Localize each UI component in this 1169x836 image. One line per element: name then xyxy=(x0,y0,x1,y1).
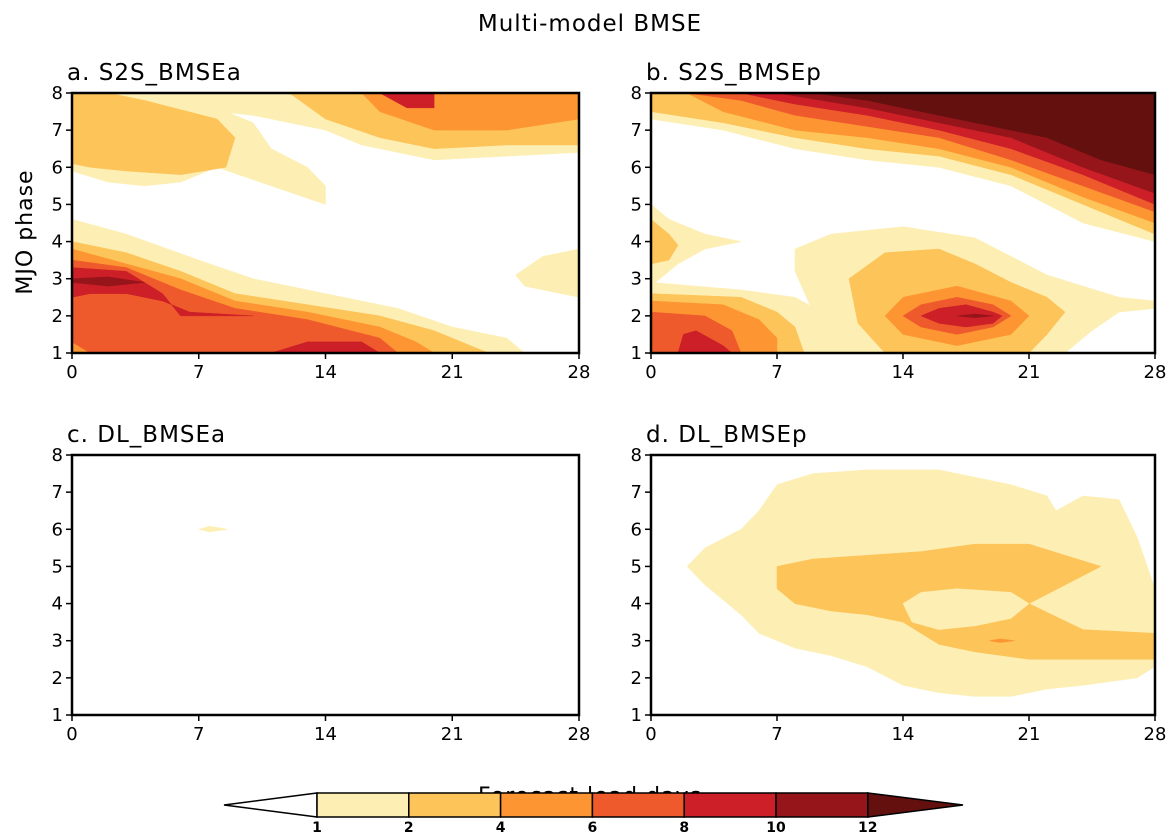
colorbar-label: 4 xyxy=(496,820,506,836)
x-tick-label: 0 xyxy=(645,362,656,383)
x-tick-label: 14 xyxy=(314,362,337,383)
contour-region-level-7 xyxy=(812,93,1155,175)
contour-region-level-4 xyxy=(72,259,399,353)
y-tick-label: 7 xyxy=(631,482,642,503)
colorbar-label: 2 xyxy=(404,820,414,836)
x-tick-label: 0 xyxy=(66,724,77,745)
y-tick-label: 6 xyxy=(631,157,642,178)
x-tick-label: 14 xyxy=(892,724,915,745)
colorbar: 1 2 4 6 8 10 12 xyxy=(223,792,964,836)
x-tick-label: 21 xyxy=(1018,362,1041,383)
colorbar-segment xyxy=(683,792,777,818)
panel-title: d. DL_BMSEp xyxy=(646,422,808,448)
y-tick-label: 7 xyxy=(52,482,63,503)
x-tick-label: 7 xyxy=(771,362,782,383)
panel-2: 1 2 3 4 5 6 7 8 0 7 14 21 28 b. S2S_BMSEp xyxy=(631,60,1167,383)
y-tick-label: 1 xyxy=(52,343,63,364)
contour-region-level-2 xyxy=(651,218,679,265)
x-tick-label: 21 xyxy=(1018,724,1041,745)
contour-region-level-1 xyxy=(197,526,228,533)
contour-region-level-1 xyxy=(651,204,742,287)
x-tick-label: 7 xyxy=(771,724,782,745)
contour-region-level-5 xyxy=(271,341,381,353)
contour-region-level-6 xyxy=(956,313,994,318)
y-tick-label: 4 xyxy=(52,232,63,253)
y-tick-label: 2 xyxy=(631,668,642,689)
contour-region-level-2 xyxy=(72,93,236,175)
colorbar-high-extension xyxy=(867,792,964,818)
x-tick-label: 21 xyxy=(441,724,464,745)
y-tick-label: 5 xyxy=(52,194,63,215)
y-tick-label: 6 xyxy=(52,157,63,178)
x-tick-label: 28 xyxy=(568,362,591,383)
y-tick-label: 3 xyxy=(631,631,642,652)
y-tick-label: 8 xyxy=(631,83,642,104)
y-tick-label: 5 xyxy=(52,556,63,577)
x-tick-label: 28 xyxy=(1144,724,1167,745)
contour-region-level-5 xyxy=(379,93,435,109)
y-tick-label: 8 xyxy=(52,83,63,104)
x-tick-label: 14 xyxy=(892,362,915,383)
y-tick-label: 6 xyxy=(631,519,642,540)
colorbar-low-extension xyxy=(223,792,318,818)
y-tick-label: 8 xyxy=(52,445,63,466)
figure-title: Multi-model BMSE xyxy=(478,11,702,37)
x-tick-label: 0 xyxy=(645,724,656,745)
x-tick-label: 28 xyxy=(1144,362,1167,383)
y-tick-label: 3 xyxy=(52,269,63,290)
contour-region-level-1 xyxy=(515,248,579,298)
colorbar-segment xyxy=(316,792,410,818)
colorbar-segment xyxy=(408,792,502,818)
colorbar-label: 12 xyxy=(858,820,877,836)
contour-region-level-1 xyxy=(902,588,1030,630)
x-tick-label: 14 xyxy=(314,724,337,745)
contour-region-level-3 xyxy=(989,638,1015,643)
x-tick-label: 7 xyxy=(193,362,204,383)
y-tick-label: 4 xyxy=(631,232,642,253)
colorbar-segment xyxy=(499,792,594,818)
y-tick-label: 3 xyxy=(52,631,63,652)
panel-title: a. S2S_BMSEa xyxy=(67,60,242,86)
colorbar-segment xyxy=(775,792,869,818)
y-tick-label: 2 xyxy=(52,306,63,327)
contour-region-level-5 xyxy=(677,330,733,353)
x-tick-label: 0 xyxy=(66,362,77,383)
y-tick-label: 1 xyxy=(631,705,642,726)
y-tick-label: 5 xyxy=(631,194,642,215)
panel-4: 1 2 3 4 5 6 7 8 0 7 14 21 28 d. DL_BMSEp xyxy=(631,422,1167,745)
colorbar-label: 8 xyxy=(679,820,689,836)
y-axis-label: MJO phase xyxy=(13,169,38,294)
y-tick-label: 8 xyxy=(631,445,642,466)
panel-title: b. S2S_BMSEp xyxy=(646,60,822,86)
y-tick-label: 1 xyxy=(52,705,63,726)
y-tick-label: 3 xyxy=(631,269,642,290)
panel-3: 1 2 3 4 5 6 7 8 0 7 14 21 28 c. DL_BMSEa xyxy=(52,422,591,745)
colorbar-segment xyxy=(591,792,685,818)
y-tick-label: 2 xyxy=(631,306,642,327)
y-tick-label: 1 xyxy=(631,343,642,364)
y-tick-label: 5 xyxy=(631,556,642,577)
contour-region-level-6 xyxy=(72,276,145,287)
panel-title: c. DL_BMSEa xyxy=(67,422,226,448)
x-tick-label: 21 xyxy=(441,362,464,383)
colorbar-label: 1 xyxy=(312,820,322,836)
y-tick-label: 4 xyxy=(631,594,642,615)
y-tick-label: 6 xyxy=(52,519,63,540)
colorbar-label: 6 xyxy=(588,820,598,836)
panel-1: 1 2 3 4 5 6 7 8 0 7 14 21 28 a. S2S_BMSEa xyxy=(52,60,591,383)
x-tick-label: 7 xyxy=(193,724,204,745)
colorbar-label: 10 xyxy=(766,820,786,836)
x-tick-label: 28 xyxy=(568,724,591,745)
panel-background xyxy=(72,455,579,715)
y-tick-label: 4 xyxy=(52,594,63,615)
y-tick-label: 2 xyxy=(52,668,63,689)
y-tick-label: 7 xyxy=(631,120,642,141)
y-tick-label: 7 xyxy=(52,120,63,141)
